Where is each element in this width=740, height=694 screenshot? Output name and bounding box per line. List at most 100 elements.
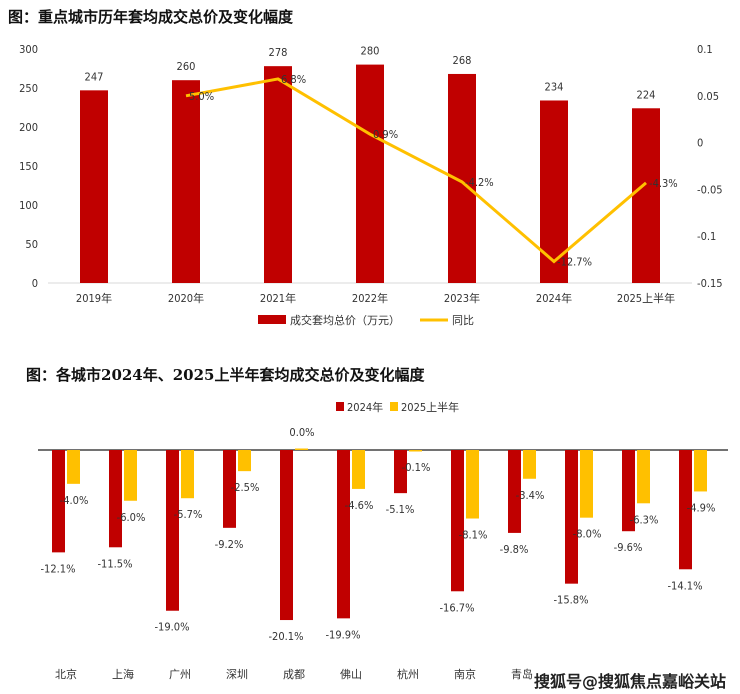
bar-2025h1 xyxy=(409,450,422,452)
bar-2025h1-label: 0.0% xyxy=(289,426,314,439)
bar-2024 xyxy=(223,450,236,528)
watermark: 搜狐号@搜狐焦点嘉峪关站 xyxy=(533,672,726,691)
y2-tick-label: -0.1 xyxy=(697,230,716,243)
line-data-label: 0.9% xyxy=(373,128,398,141)
bar-2024-label: -9.6% xyxy=(614,541,643,554)
yoy-line xyxy=(185,77,647,264)
bar-2024 xyxy=(508,450,521,533)
legend-2024-label: 2024年 xyxy=(347,400,383,414)
x-tick-label: 2023年 xyxy=(444,291,480,305)
y2-tick-label: 0 xyxy=(697,137,703,150)
x-tick-label: 杭州 xyxy=(397,667,419,681)
bar-2025h1-label: -0.1% xyxy=(402,461,431,474)
bar-2024 xyxy=(337,450,350,619)
y2-tick-label: 0.05 xyxy=(697,90,719,103)
bar-2025h1 xyxy=(352,450,365,489)
bar-2024-label: -12.1% xyxy=(40,562,75,575)
bar-2024 xyxy=(52,450,65,553)
x-tick-label: 2024年 xyxy=(536,291,572,305)
chart2-title: 图：各城市2024年、2025上半年套均成交总价及变化幅度 xyxy=(26,366,425,384)
bar-2021年 xyxy=(264,66,292,283)
legend-2024-swatch xyxy=(336,402,344,411)
bar-data-label: 278 xyxy=(269,46,288,59)
legend-bar-swatch xyxy=(258,315,286,324)
bar-2024 xyxy=(109,450,122,548)
line-data-label: -12.7% xyxy=(557,255,592,268)
x-tick-label: 2025上半年 xyxy=(617,291,675,305)
x-tick-label: 广州 xyxy=(169,668,191,681)
bar-2025h1 xyxy=(124,450,137,501)
y2-tick-label: 0.1 xyxy=(697,43,713,56)
bar-2024-label: -20.1% xyxy=(268,630,303,643)
line-data-label: -4.3% xyxy=(649,177,678,190)
y-tick-label: 100 xyxy=(19,199,38,212)
bar-2025h1 xyxy=(580,450,593,518)
bar-2024 xyxy=(622,450,635,532)
legend-2025-label: 2025上半年 xyxy=(401,400,459,414)
bar-2024-label: -9.8% xyxy=(500,543,529,556)
bar-2025上半年 xyxy=(632,108,660,283)
bar-2024 xyxy=(394,450,407,494)
x-tick-label: 2020年 xyxy=(168,291,204,305)
bar-data-label: 268 xyxy=(453,54,472,67)
bar-2024 xyxy=(280,450,293,621)
bar-2025h1-label: -6.3% xyxy=(630,513,659,526)
bar-2022年 xyxy=(356,64,384,283)
bar-2024 xyxy=(166,450,179,611)
bar-2024-label: -16.7% xyxy=(439,601,474,614)
bar-2025h1 xyxy=(523,450,536,479)
line-data-label: -4.2% xyxy=(465,176,494,189)
bar-2020年 xyxy=(172,80,200,283)
y-tick-label: 300 xyxy=(19,43,38,56)
line-data-label: 6.8% xyxy=(281,73,306,86)
line-data-label: 5.0% xyxy=(189,90,214,103)
bar-data-label: 260 xyxy=(177,60,196,73)
bar-2025h1-label: -5.7% xyxy=(174,508,203,521)
bar-2024-label: -11.5% xyxy=(97,557,132,570)
bar-2024-label: -14.1% xyxy=(667,579,702,592)
bar-2025h1-label: -8.1% xyxy=(459,529,488,542)
x-tick-label: 深圳 xyxy=(226,668,248,681)
bar-2024-label: -15.8% xyxy=(553,594,588,607)
y2-tick-label: -0.15 xyxy=(697,277,723,290)
legend-line-label: 同比 xyxy=(452,314,474,327)
bar-2025h1-label: -8.0% xyxy=(573,528,602,541)
legend-2025-swatch xyxy=(390,402,398,411)
bar-2025h1-label: -6.0% xyxy=(117,511,146,524)
legend-bar-label: 成交套均总价（万元） xyxy=(290,313,400,327)
bar-2025h1-label: -3.4% xyxy=(516,489,545,502)
y-tick-label: 50 xyxy=(25,238,38,251)
y-tick-label: 0 xyxy=(32,277,38,290)
x-tick-label: 2022年 xyxy=(352,291,388,305)
bar-2025h1-label: -4.6% xyxy=(345,499,374,512)
bar-data-label: 280 xyxy=(361,45,380,58)
bar-data-label: 234 xyxy=(545,80,564,93)
bar-2025h1 xyxy=(466,450,479,519)
y-tick-label: 250 xyxy=(19,82,38,95)
bar-2025h1-label: -4.9% xyxy=(687,501,716,514)
bar-2024 xyxy=(451,450,464,592)
x-tick-label: 上海 xyxy=(112,667,134,681)
x-tick-label: 佛山 xyxy=(340,668,362,681)
bar-2025h1 xyxy=(295,448,308,450)
x-tick-label: 青岛 xyxy=(511,667,533,681)
bar-2025h1-label: -2.5% xyxy=(231,481,260,494)
bar-2024-label: -19.9% xyxy=(325,628,360,641)
bar-2025h1-label: -4.0% xyxy=(60,494,89,507)
bar-2024-label: -9.2% xyxy=(215,538,244,551)
x-tick-label: 北京 xyxy=(55,667,77,681)
bar-2024-label: -19.0% xyxy=(154,621,189,634)
y2-tick-label: -0.05 xyxy=(697,183,723,196)
x-tick-label: 2019年 xyxy=(76,291,112,305)
x-tick-label: 南京 xyxy=(454,667,476,681)
x-tick-label: 2021年 xyxy=(260,291,296,305)
bar-2024-label: -5.1% xyxy=(386,503,415,516)
x-tick-label: 成都 xyxy=(283,668,305,681)
bar-2025h1 xyxy=(67,450,80,484)
bar-2025h1 xyxy=(238,450,251,472)
y-tick-label: 150 xyxy=(19,160,38,173)
y-tick-label: 200 xyxy=(19,121,38,134)
bar-2019年 xyxy=(80,90,108,283)
